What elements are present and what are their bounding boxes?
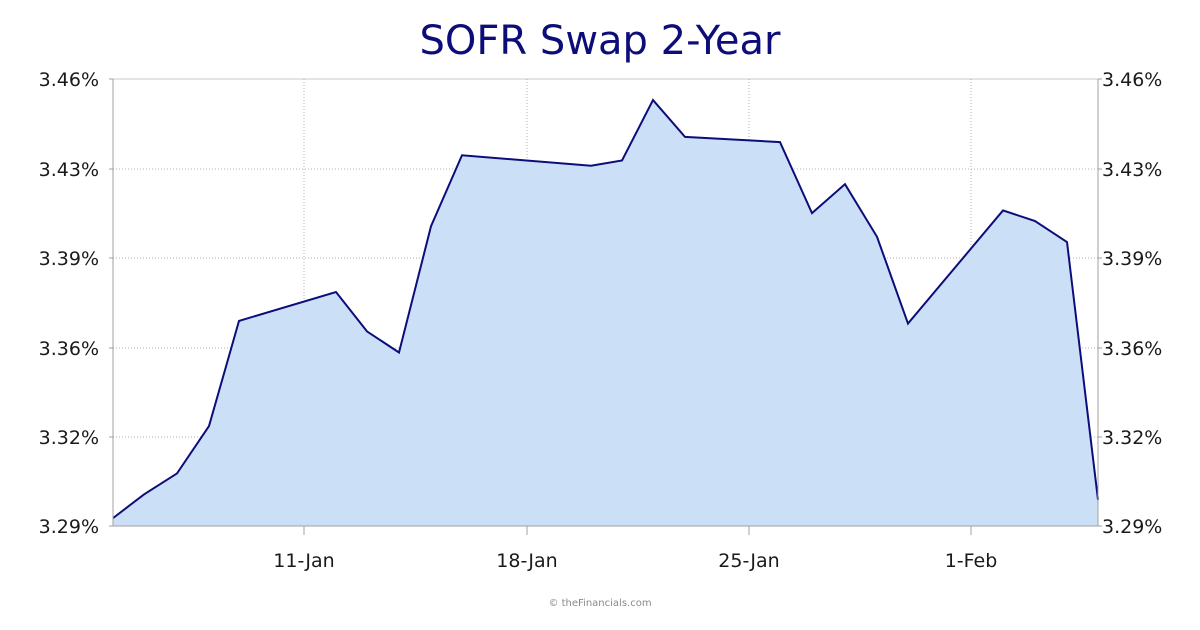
y-tick-label-right: 3.46% (1102, 69, 1162, 91)
y-tick-label-left: 3.36% (39, 338, 99, 360)
x-tick-label: 18-Jan (496, 550, 557, 572)
axes (109, 78, 1102, 535)
y-tick-label-right: 3.39% (1102, 248, 1162, 270)
y-tick-label-right: 3.36% (1102, 338, 1162, 360)
x-tick-label: 25-Jan (718, 550, 779, 572)
y-tick-label-left: 3.43% (39, 159, 99, 181)
y-tick-label-left: 3.32% (39, 427, 99, 449)
y-axis-right-labels: 3.46% 3.43% 3.39% 3.36% 3.32% 3.29% (1102, 69, 1162, 538)
copyright-footer: © theFinancials.com (548, 598, 652, 609)
y-tick-label-left: 3.39% (39, 248, 99, 270)
data-line (112, 98, 1099, 519)
x-tick-label: 1-Feb (945, 550, 998, 572)
y-axis-left-labels: 3.46% 3.43% 3.39% 3.36% 3.32% 3.29% (39, 69, 99, 538)
x-tick-label: 11-Jan (273, 550, 334, 572)
y-tick-label-left: 3.29% (39, 516, 99, 538)
area-fill (113, 100, 1098, 527)
y-tick-label-right: 3.29% (1102, 516, 1162, 538)
chart-title: SOFR Swap 2-Year (419, 18, 781, 64)
y-tick-label-right: 3.43% (1102, 159, 1162, 181)
x-axis-labels: 11-Jan 18-Jan 25-Jan 1-Feb (273, 550, 997, 572)
y-tick-label-left: 3.46% (39, 69, 99, 91)
y-tick-label-right: 3.32% (1102, 427, 1162, 449)
